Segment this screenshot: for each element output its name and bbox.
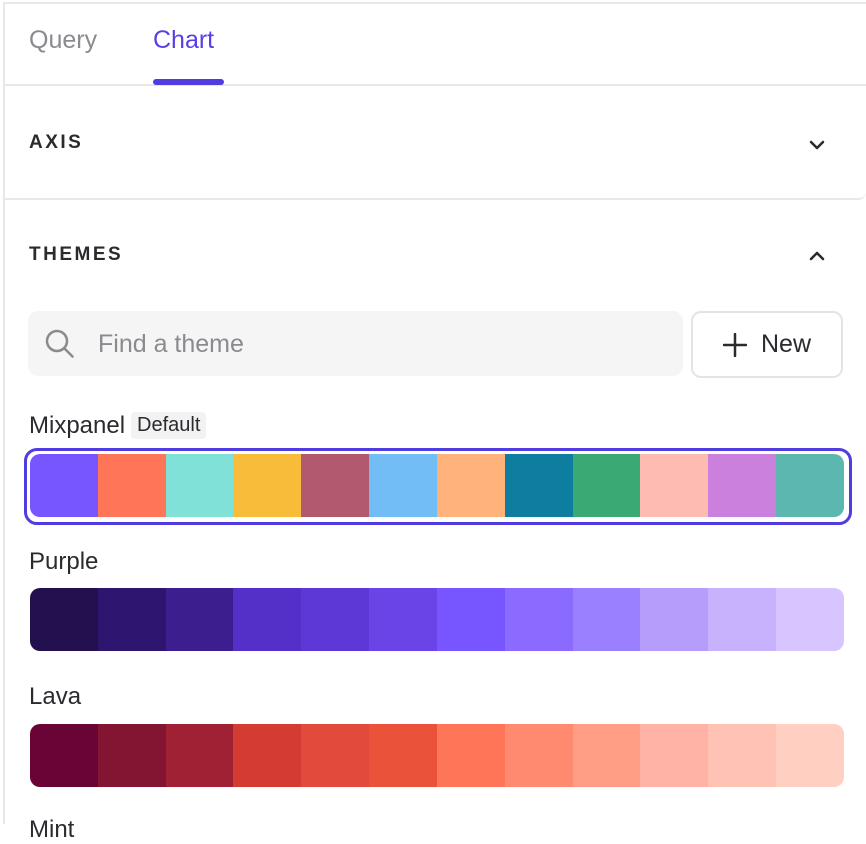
color-swatch — [97, 724, 166, 787]
tab-bar: Query Chart — [5, 4, 866, 86]
theme-palette-mixpanel[interactable] — [30, 454, 844, 517]
color-swatch — [504, 588, 573, 651]
theme-palette-purple[interactable] — [30, 588, 844, 651]
color-swatch — [97, 588, 166, 651]
color-swatch — [369, 454, 437, 517]
color-swatch — [165, 454, 234, 517]
color-swatch — [436, 588, 505, 651]
search-icon — [45, 329, 74, 358]
plus-icon — [722, 332, 747, 357]
color-swatch — [301, 588, 370, 651]
color-swatch — [165, 724, 234, 787]
color-swatch — [30, 454, 98, 517]
color-swatch — [165, 588, 234, 651]
color-swatch — [30, 588, 98, 651]
color-swatch — [776, 588, 844, 651]
theme-search-input[interactable] — [96, 311, 660, 378]
theme-name-purple: Purple — [29, 548, 99, 575]
tab-query[interactable]: Query — [29, 26, 98, 54]
color-swatch — [640, 724, 709, 787]
color-swatch — [369, 588, 437, 651]
color-swatch — [504, 724, 573, 787]
color-swatch — [436, 724, 505, 787]
color-swatch — [301, 724, 370, 787]
color-swatch — [708, 588, 777, 651]
theme-palette-lava[interactable] — [30, 724, 844, 787]
color-swatch — [572, 454, 641, 517]
color-swatch — [572, 724, 641, 787]
color-swatch — [640, 454, 709, 517]
default-badge: Default — [131, 412, 207, 439]
theme-name-mixpanel: Mixpanel Default — [29, 412, 207, 440]
theme-name: Mixpanel — [29, 412, 126, 439]
chevron-up-icon[interactable] — [808, 247, 826, 265]
tab-chart[interactable]: Chart — [153, 26, 215, 54]
color-swatch — [369, 724, 437, 787]
chevron-down-icon[interactable] — [808, 136, 826, 154]
color-swatch — [436, 454, 505, 517]
active-tab-indicator — [153, 79, 224, 85]
color-swatch — [301, 454, 370, 517]
color-swatch — [30, 724, 98, 787]
new-theme-label: New — [760, 330, 811, 358]
color-swatch — [233, 588, 302, 651]
color-swatch — [708, 454, 777, 517]
color-swatch — [776, 724, 844, 787]
color-swatch — [640, 588, 709, 651]
axis-section-title: AXIS — [29, 132, 84, 153]
color-swatch — [708, 724, 777, 787]
color-swatch — [233, 454, 302, 517]
theme-name-lava: Lava — [29, 683, 82, 710]
theme-search-field[interactable] — [28, 311, 683, 378]
themes-section-title: THEMES — [29, 244, 124, 265]
color-swatch — [97, 454, 166, 517]
chart-settings-panel: Query Chart AXIS THEMES New MixpanelDefa… — [3, 2, 866, 843]
theme-name-mint: Mint — [29, 816, 75, 843]
selected-theme-outline — [24, 448, 852, 525]
color-swatch — [504, 454, 573, 517]
axis-section[interactable]: AXIS — [5, 86, 866, 200]
new-theme-button[interactable]: New — [691, 311, 843, 378]
color-swatch — [572, 588, 641, 651]
color-swatch — [233, 724, 302, 787]
color-swatch — [776, 454, 844, 517]
